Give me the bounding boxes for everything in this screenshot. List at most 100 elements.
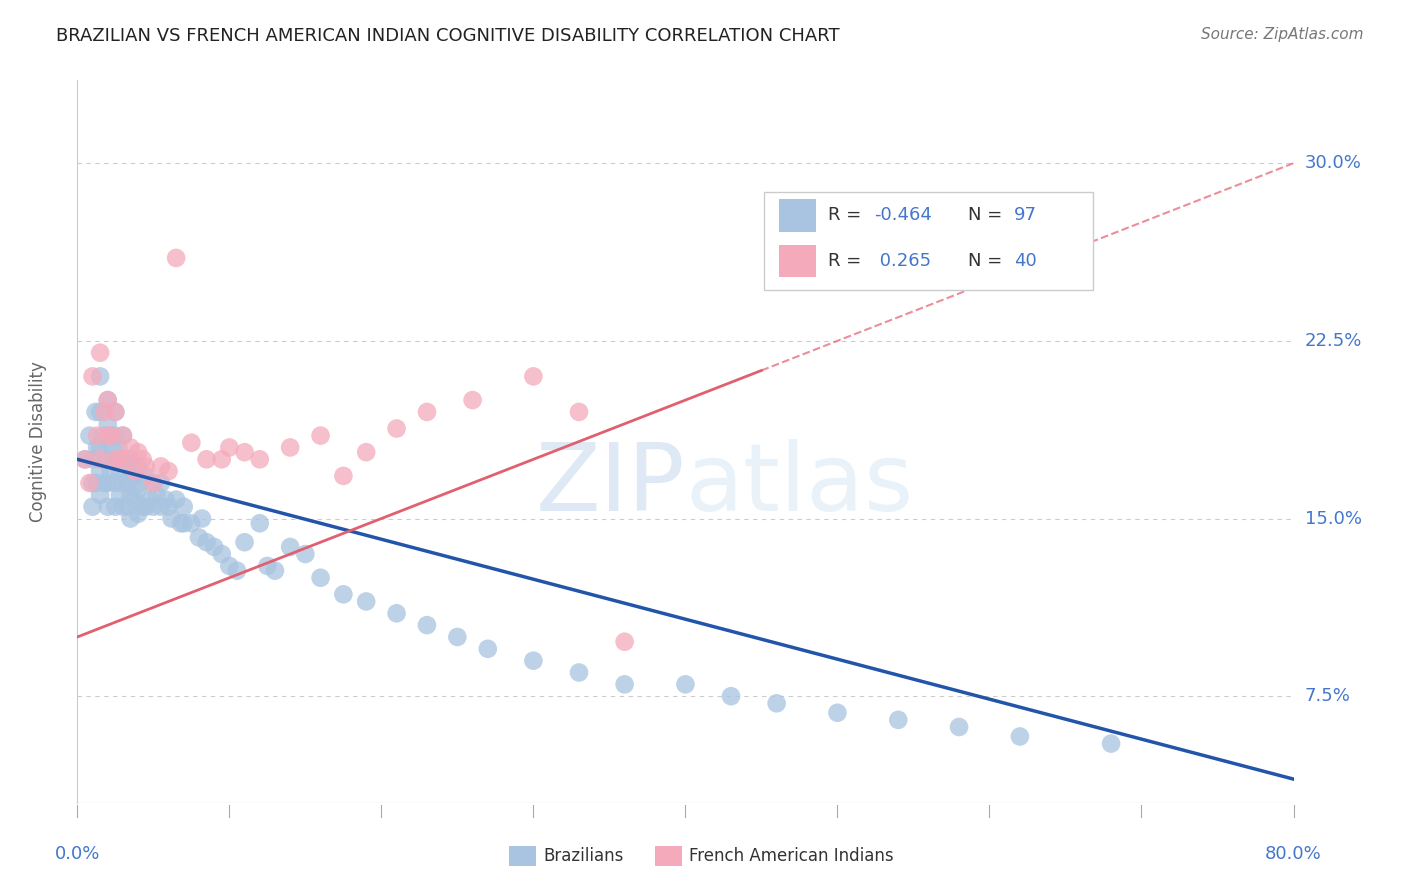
Point [1008, 730, 1031, 744]
Point [218, 441, 240, 455]
Point [97, 452, 120, 467]
Point [195, 535, 218, 549]
Point [73, 452, 96, 467]
Point [104, 452, 127, 467]
Point [165, 492, 187, 507]
Point [173, 500, 195, 514]
Point [675, 677, 697, 691]
Point [131, 452, 153, 467]
Point [765, 696, 787, 710]
Point [120, 452, 142, 467]
Point [107, 441, 129, 455]
Point [385, 421, 408, 435]
Point [1099, 737, 1122, 751]
Point [97, 393, 120, 408]
Point [191, 511, 214, 525]
Point [188, 531, 211, 545]
Bar [655, 847, 682, 866]
Point [82, 475, 104, 490]
Point [139, 492, 162, 507]
Point [145, 488, 167, 502]
Point [142, 475, 165, 490]
Point [354, 445, 377, 459]
Point [93, 452, 115, 467]
Point [89, 405, 111, 419]
Point [278, 540, 301, 554]
Text: R =: R = [828, 206, 866, 225]
Point [115, 452, 138, 467]
Point [522, 654, 544, 668]
Point [256, 558, 278, 573]
Point [115, 452, 138, 467]
Point [155, 492, 177, 507]
Point [385, 607, 408, 621]
Point [97, 475, 120, 490]
Point [82, 452, 104, 467]
Point [180, 435, 202, 450]
Point [89, 345, 111, 359]
Point [120, 441, 142, 455]
Text: French American Indians: French American Indians [689, 847, 894, 865]
Point [887, 713, 910, 727]
Point [278, 441, 301, 455]
Point [568, 405, 591, 419]
Text: 0.265: 0.265 [875, 252, 931, 270]
Text: -0.464: -0.464 [875, 206, 932, 225]
Point [165, 251, 187, 265]
Point [97, 428, 120, 442]
Text: 7.5%: 7.5% [1305, 687, 1351, 706]
Point [332, 587, 354, 601]
Point [249, 516, 271, 531]
Point [91, 428, 114, 442]
Point [149, 500, 172, 514]
Text: 80.0%: 80.0% [1265, 846, 1322, 863]
Point [613, 677, 636, 691]
Point [108, 488, 131, 502]
Point [104, 405, 127, 419]
Point [100, 428, 122, 442]
Point [111, 500, 134, 514]
Point [264, 564, 287, 578]
Point [89, 452, 111, 467]
Point [218, 558, 240, 573]
Point [129, 475, 152, 490]
Point [89, 441, 111, 455]
Point [97, 417, 120, 431]
Point [477, 641, 499, 656]
Point [120, 469, 142, 483]
Point [104, 405, 127, 419]
Text: atlas: atlas [686, 439, 914, 531]
Text: 15.0%: 15.0% [1305, 509, 1361, 527]
Point [249, 452, 271, 467]
FancyBboxPatch shape [765, 193, 1092, 290]
Point [354, 594, 377, 608]
Text: N =: N = [967, 206, 1008, 225]
Point [211, 547, 233, 561]
Point [416, 405, 439, 419]
Point [89, 464, 111, 478]
Point [73, 452, 96, 467]
Point [233, 445, 256, 459]
Point [124, 492, 146, 507]
Point [309, 571, 332, 585]
Point [111, 475, 134, 490]
Point [461, 393, 484, 408]
Point [100, 428, 122, 442]
Point [416, 618, 439, 632]
Point [111, 428, 134, 442]
Bar [509, 847, 536, 866]
Point [568, 665, 591, 680]
Point [86, 475, 108, 490]
Point [104, 500, 127, 514]
Point [127, 459, 149, 474]
Bar [779, 244, 815, 277]
Point [82, 369, 104, 384]
Point [104, 452, 127, 467]
Point [135, 459, 157, 474]
Point [117, 475, 139, 490]
Point [446, 630, 468, 644]
Text: BRAZILIAN VS FRENCH AMERICAN INDIAN COGNITIVE DISABILITY CORRELATION CHART: BRAZILIAN VS FRENCH AMERICAN INDIAN COGN… [56, 27, 839, 45]
Text: 30.0%: 30.0% [1305, 154, 1361, 172]
Point [233, 535, 256, 549]
Point [226, 564, 249, 578]
